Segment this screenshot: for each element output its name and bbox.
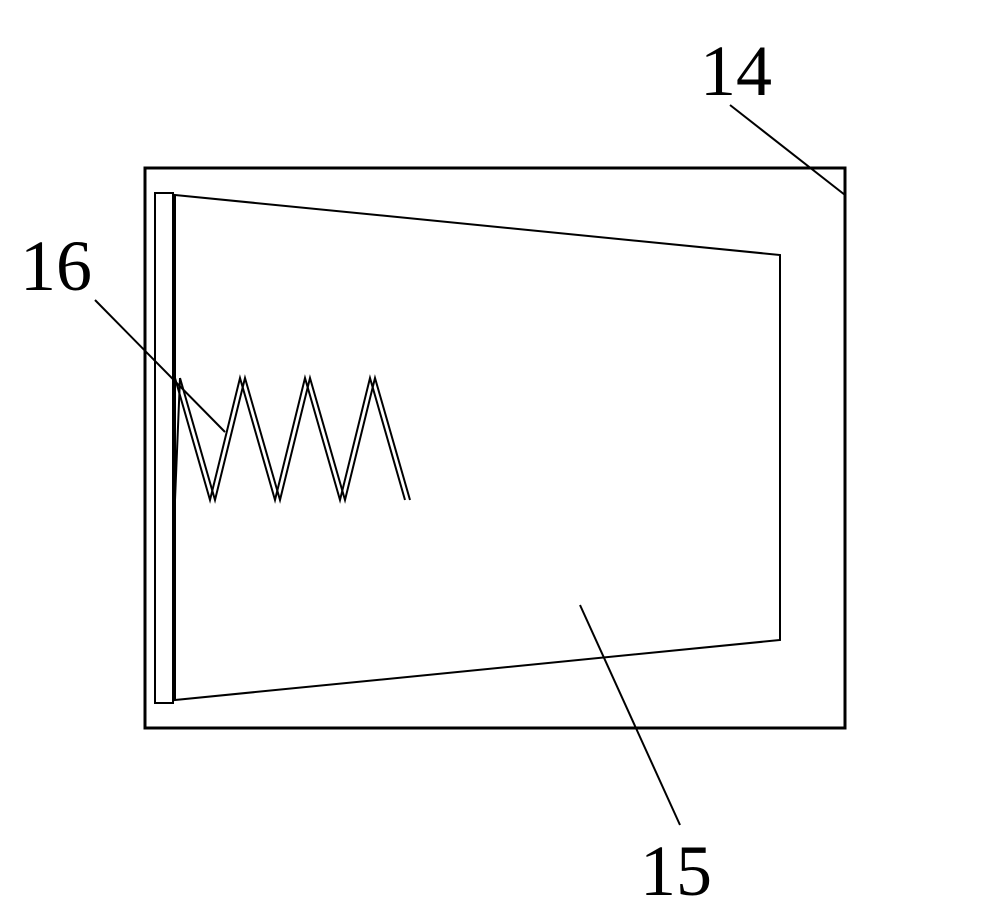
leader-line-15 xyxy=(580,605,680,825)
label-16: 16 xyxy=(20,225,92,308)
diagram-svg xyxy=(0,0,981,904)
leader-line-14 xyxy=(730,105,845,195)
label-15: 15 xyxy=(640,830,712,913)
label-14: 14 xyxy=(700,30,772,113)
leader-line-16 xyxy=(95,300,225,432)
inner-rect xyxy=(155,193,173,703)
spring-16 xyxy=(175,378,410,500)
technical-diagram: 14 15 16 xyxy=(0,0,981,904)
